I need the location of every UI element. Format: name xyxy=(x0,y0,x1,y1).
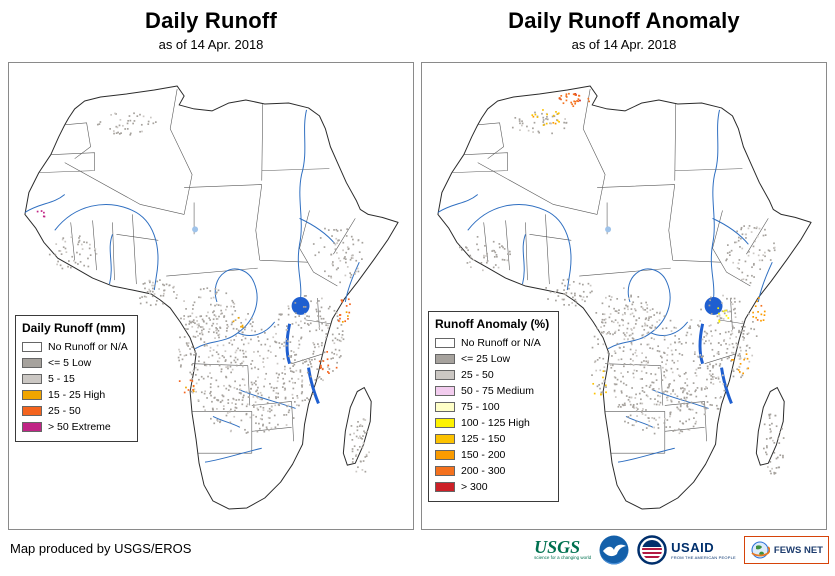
legend-swatch xyxy=(435,402,455,412)
legend-swatch xyxy=(22,406,42,416)
legend-row: 125 - 150 xyxy=(435,431,549,447)
agency-logos: USGS science for a changing world USAID … xyxy=(534,533,829,567)
legend-title: Daily Runoff (mm) xyxy=(22,321,126,335)
legend-swatch xyxy=(435,466,455,476)
fewsnet-logo: FEWS NET xyxy=(743,536,829,564)
runoff-anomaly-subtitle: as of 14 Apr. 2018 xyxy=(571,37,677,52)
runoff-anomaly-africa-map xyxy=(422,63,826,529)
fewsnet-globe-icon xyxy=(751,541,770,559)
legend-label: 5 - 15 xyxy=(48,373,75,385)
legend-swatch xyxy=(22,374,42,384)
usaid-wordmark: USAID xyxy=(671,539,715,555)
legend-swatch xyxy=(435,434,455,444)
legend-items: No Runoff or N/A <= 25 Low 25 - 50 50 - 75 … xyxy=(435,335,549,495)
fewsnet-wordmark: FEWS NET xyxy=(773,544,823,556)
legend-label: <= 5 Low xyxy=(48,357,92,369)
legend-row: 200 - 300 xyxy=(435,463,549,479)
legend-label: <= 25 Low xyxy=(461,353,511,365)
anomaly-data-dots xyxy=(459,92,785,475)
usaid-tagline: FROM THE AMERICAN PEOPLE xyxy=(671,554,736,560)
legend-row: 50 - 75 Medium xyxy=(435,383,549,399)
daily-runoff-title: Daily Runoff xyxy=(145,8,277,33)
legend-row: > 300 xyxy=(435,479,549,495)
runoff-anomaly-title: Daily Runoff Anomaly xyxy=(508,8,740,33)
legend-swatch xyxy=(435,418,455,428)
legend-items: No Runoff or N/A <= 5 Low 5 - 15 15 - 25 Hi… xyxy=(22,339,128,435)
legend-label: 100 - 125 High xyxy=(461,417,530,429)
legend-label: 75 - 100 xyxy=(461,401,500,413)
legend-swatch xyxy=(22,358,42,368)
legend-swatch xyxy=(435,370,455,380)
usaid-logo: USAID FROM THE AMERICAN PEOPLE xyxy=(637,535,736,565)
daily-runoff-subtitle: as of 14 Apr. 2018 xyxy=(158,37,264,52)
legend-label: > 300 xyxy=(461,481,488,493)
daily-runoff-map-panel: Daily Runoff (mm) No Runoff or N/A <= 5 L… xyxy=(8,62,414,530)
legend-label: 200 - 300 xyxy=(461,465,506,477)
usaid-seal-icon xyxy=(637,535,667,565)
legend-row: <= 25 Low xyxy=(435,351,549,367)
runoff-anomaly-map-panel: Runoff Anomaly (%) No Runoff or N/A <= 25… xyxy=(421,62,827,530)
legend-row: 150 - 200 xyxy=(435,447,549,463)
legend-swatch xyxy=(435,482,455,492)
legend-swatch xyxy=(22,390,42,400)
map-credit: Map produced by USGS/EROS xyxy=(10,541,192,556)
noaa-logo xyxy=(599,535,629,565)
runoff-anomaly-legend: Runoff Anomaly (%) No Runoff or N/A <= 25… xyxy=(428,311,560,502)
legend-row: 25 - 50 xyxy=(22,403,128,419)
legend-row: 5 - 15 xyxy=(22,371,128,387)
legend-label: > 50 Extreme xyxy=(48,421,111,433)
legend-row: 15 - 25 High xyxy=(22,387,128,403)
runoff-data-dots xyxy=(36,112,370,473)
legend-swatch xyxy=(22,422,42,432)
legend-label: 150 - 200 xyxy=(461,449,506,461)
legend-swatch xyxy=(22,342,42,352)
legend-row: No Runoff or N/A xyxy=(435,335,549,351)
legend-label: 25 - 50 xyxy=(461,369,494,381)
legend-swatch xyxy=(435,354,455,364)
daily-runoff-title-block: Daily Runoff as of 14 Apr. 2018 xyxy=(8,8,414,52)
legend-label: 50 - 75 Medium xyxy=(461,385,534,397)
noaa-emblem-icon xyxy=(599,535,629,565)
legend-label: 25 - 50 xyxy=(48,405,81,417)
legend-label: 15 - 25 High xyxy=(48,389,106,401)
legend-row: > 50 Extreme xyxy=(22,419,128,435)
legend-title: Runoff Anomaly (%) xyxy=(435,317,550,331)
legend-row: 75 - 100 xyxy=(435,399,549,415)
legend-row: 25 - 50 xyxy=(435,367,549,383)
legend-swatch xyxy=(435,386,455,396)
usgs-wordmark: USGS xyxy=(534,537,581,558)
legend-swatch xyxy=(435,450,455,460)
legend-row: <= 5 Low xyxy=(22,355,128,371)
legend-label: No Runoff or N/A xyxy=(48,341,128,353)
usgs-tagline: science for a changing world xyxy=(534,555,592,561)
daily-runoff-legend: Daily Runoff (mm) No Runoff or N/A <= 5 L… xyxy=(15,315,138,442)
legend-label: No Runoff or N/A xyxy=(461,337,541,349)
legend-label: 125 - 150 xyxy=(461,433,506,445)
legend-swatch xyxy=(435,338,455,348)
legend-row: No Runoff or N/A xyxy=(22,339,128,355)
usgs-logo: USGS science for a changing world xyxy=(534,537,592,561)
daily-runoff-africa-map xyxy=(9,63,413,529)
legend-row: 100 - 125 High xyxy=(435,415,549,431)
runoff-anomaly-title-block: Daily Runoff Anomaly as of 14 Apr. 2018 xyxy=(421,8,827,52)
